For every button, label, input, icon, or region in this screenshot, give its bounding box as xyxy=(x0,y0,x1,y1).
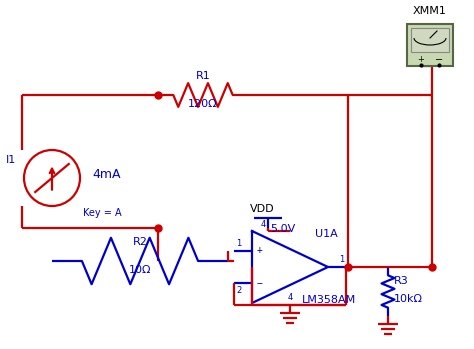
Text: 10Ω: 10Ω xyxy=(129,265,151,275)
Text: 5.0V: 5.0V xyxy=(270,224,295,234)
Text: +: + xyxy=(257,245,263,255)
Text: −: − xyxy=(257,279,263,289)
Bar xyxy=(411,28,449,52)
Text: U1A: U1A xyxy=(315,229,338,239)
Text: 10kΩ: 10kΩ xyxy=(394,295,423,304)
Text: VDD: VDD xyxy=(250,204,274,214)
Text: 4: 4 xyxy=(287,293,292,302)
Text: R3: R3 xyxy=(394,276,409,287)
Text: 120Ω: 120Ω xyxy=(188,99,218,109)
Text: 4: 4 xyxy=(261,220,266,229)
Text: +: + xyxy=(418,55,424,65)
Text: I1: I1 xyxy=(6,155,16,165)
Text: LM358AM: LM358AM xyxy=(302,295,356,305)
Text: Key = A: Key = A xyxy=(83,208,122,218)
Text: −: − xyxy=(435,55,443,65)
Text: R1: R1 xyxy=(196,71,210,81)
Text: XMM1: XMM1 xyxy=(413,6,447,16)
Text: 2: 2 xyxy=(236,286,241,295)
Text: 1: 1 xyxy=(236,239,241,248)
Bar xyxy=(407,24,453,66)
Text: R2: R2 xyxy=(133,237,147,247)
Text: 4mA: 4mA xyxy=(92,168,120,180)
Text: 1: 1 xyxy=(339,255,344,264)
